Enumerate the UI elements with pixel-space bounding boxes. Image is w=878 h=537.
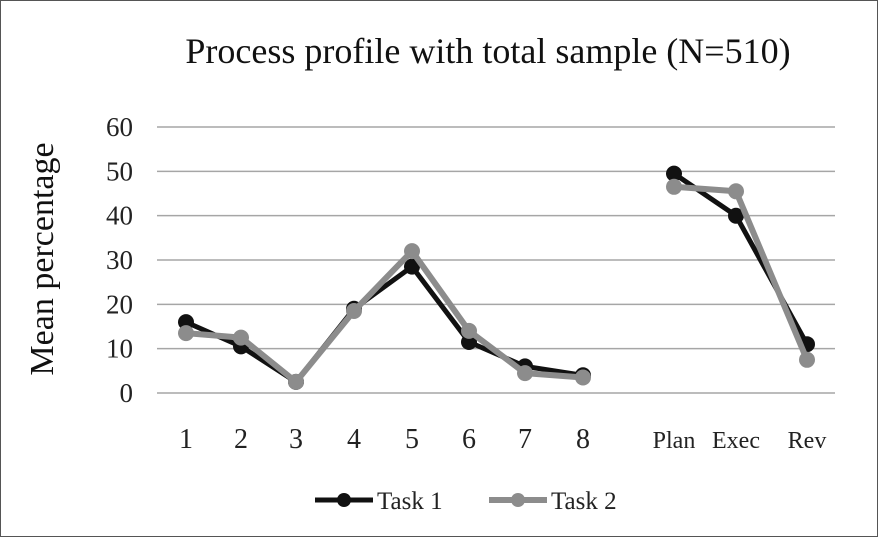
data-point	[404, 258, 420, 275]
series-group	[178, 165, 815, 390]
series-line	[183, 248, 586, 385]
y-tick-label: 50	[106, 156, 133, 186]
data-point	[575, 369, 591, 386]
legend-marker	[337, 493, 351, 507]
x-tick-label: 7	[518, 424, 532, 455]
gridlines	[157, 126, 835, 394]
legend-label: Task 2	[551, 488, 617, 515]
x-tick-label: Rev	[788, 428, 827, 454]
y-axis-title: Mean percentage	[24, 142, 61, 375]
x-tick-label: 5	[405, 424, 419, 455]
legend-label: Task 1	[377, 488, 443, 515]
chart-title: Process profile with total sample (N=510…	[185, 31, 790, 71]
x-tick-label: 3	[289, 424, 303, 455]
legend-marker	[511, 493, 525, 507]
y-axis-ticks: 0 10 20 30 40 50 60	[106, 112, 133, 408]
data-point	[461, 334, 477, 350]
x-tick-label: 6	[462, 424, 476, 455]
x-tick-label: 4	[347, 424, 361, 455]
data-point	[461, 322, 477, 339]
y-tick-label: 60	[106, 112, 133, 142]
data-point	[233, 329, 249, 346]
data-point	[404, 243, 420, 260]
data-point	[346, 303, 362, 319]
y-tick-label: 30	[106, 245, 133, 275]
x-axis-ticks: 1 2 3 4 5 6 7 8 Plan Exec Rev	[179, 424, 826, 455]
data-point	[178, 325, 194, 342]
series-2	[178, 178, 815, 390]
x-tick-label: 2	[234, 424, 248, 455]
y-tick-label: 20	[106, 289, 133, 319]
series-1	[178, 165, 815, 390]
y-tick-label: 10	[106, 334, 133, 364]
y-tick-label: 40	[106, 201, 133, 231]
x-tick-label: Exec	[712, 428, 760, 454]
data-point	[799, 351, 815, 368]
data-point	[728, 183, 744, 200]
data-point	[728, 207, 744, 224]
data-point	[666, 165, 682, 182]
data-point	[288, 373, 304, 390]
data-point	[178, 314, 194, 331]
data-point	[666, 178, 682, 195]
y-tick-label: 0	[120, 378, 134, 408]
x-tick-label: Plan	[653, 428, 696, 454]
legend: Task 1 Task 2	[315, 488, 617, 515]
x-tick-label: 1	[179, 424, 193, 455]
data-point	[517, 365, 533, 382]
x-tick-label: 8	[576, 424, 590, 455]
